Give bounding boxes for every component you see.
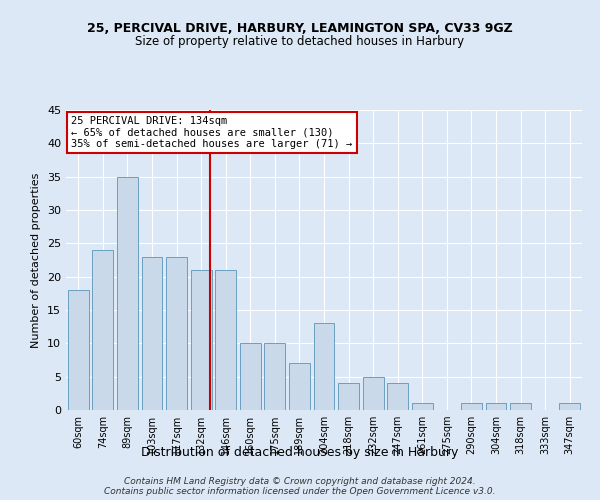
Bar bbox=[485, 404, 506, 410]
Text: Size of property relative to detached houses in Harbury: Size of property relative to detached ho… bbox=[136, 35, 464, 48]
Y-axis label: Number of detached properties: Number of detached properties bbox=[31, 172, 41, 348]
Bar bbox=[559, 404, 580, 410]
Text: Contains public sector information licensed under the Open Government Licence v3: Contains public sector information licen… bbox=[104, 486, 496, 496]
Bar bbox=[314, 324, 334, 410]
Text: 25, PERCIVAL DRIVE, HARBURY, LEAMINGTON SPA, CV33 9GZ: 25, PERCIVAL DRIVE, HARBURY, LEAMINGTON … bbox=[87, 22, 513, 36]
Text: Contains HM Land Registry data © Crown copyright and database right 2024.: Contains HM Land Registry data © Crown c… bbox=[124, 476, 476, 486]
Text: Distribution of detached houses by size in Harbury: Distribution of detached houses by size … bbox=[142, 446, 458, 459]
Bar bbox=[289, 364, 310, 410]
Bar bbox=[68, 290, 89, 410]
Bar bbox=[265, 344, 286, 410]
Bar bbox=[142, 256, 163, 410]
Text: 25 PERCIVAL DRIVE: 134sqm
← 65% of detached houses are smaller (130)
35% of semi: 25 PERCIVAL DRIVE: 134sqm ← 65% of detac… bbox=[71, 116, 352, 149]
Bar bbox=[240, 344, 261, 410]
Bar bbox=[92, 250, 113, 410]
Bar bbox=[412, 404, 433, 410]
Bar bbox=[461, 404, 482, 410]
Bar bbox=[387, 384, 408, 410]
Bar bbox=[166, 256, 187, 410]
Bar bbox=[338, 384, 359, 410]
Bar bbox=[510, 404, 531, 410]
Bar bbox=[191, 270, 212, 410]
Bar bbox=[362, 376, 383, 410]
Bar bbox=[215, 270, 236, 410]
Bar bbox=[117, 176, 138, 410]
